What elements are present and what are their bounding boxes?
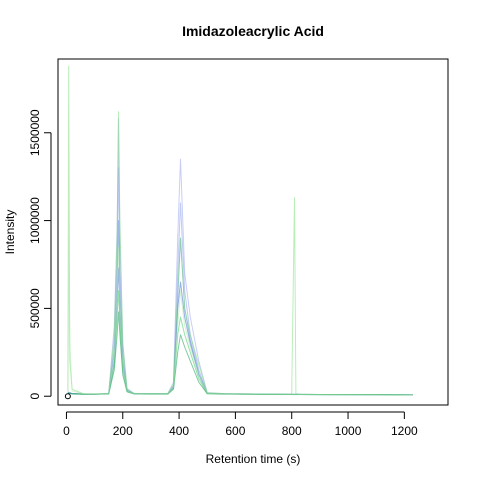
x-tick-label: 1000: [335, 424, 362, 438]
chart-title: Imidazoleacrylic Acid: [182, 23, 324, 39]
x-tick-label: 600: [225, 424, 245, 438]
y-tick-label: 500000: [28, 288, 42, 328]
series-line-8: [67, 237, 413, 396]
x-tick-label: 200: [113, 424, 133, 438]
series-layer: [67, 65, 413, 396]
x-axis: 0 200 400 600 800 1000 1200: [63, 411, 418, 438]
y-axis-label: Intensity: [3, 210, 17, 255]
y-tick-label: 1500000: [28, 109, 42, 156]
marker-point: [64, 393, 71, 400]
y-tick-label: 1000000: [28, 197, 42, 244]
x-tick-label: 0: [63, 424, 70, 438]
x-tick-label: 800: [282, 424, 302, 438]
x-tick-label: 400: [169, 424, 189, 438]
y-tick-label: 0: [28, 393, 42, 400]
x-tick-label: 1200: [391, 424, 418, 438]
y-axis: 0 500000 1000000 1500000: [28, 109, 52, 400]
marker-layer: [64, 393, 71, 400]
x-axis-label: Retention time (s): [206, 452, 301, 466]
plot-frame: [57, 58, 449, 406]
